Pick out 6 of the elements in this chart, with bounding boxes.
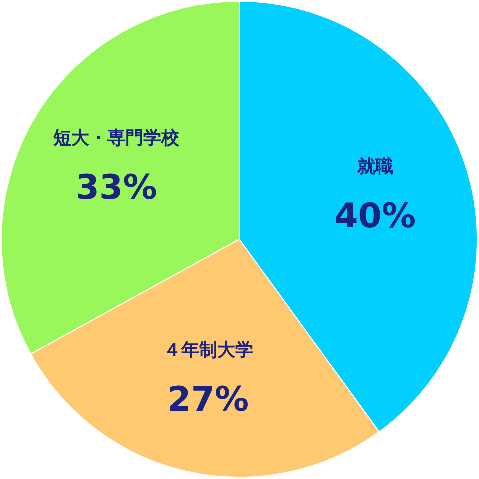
data-label: 40% [334,196,416,236]
slice-label: ４年制大学 [163,340,254,361]
data-label: 27% [168,380,250,420]
slice-label: 短大・専門学校 [52,128,181,149]
data-label: 33% [76,168,158,208]
slice-label: 就職 [356,156,394,178]
